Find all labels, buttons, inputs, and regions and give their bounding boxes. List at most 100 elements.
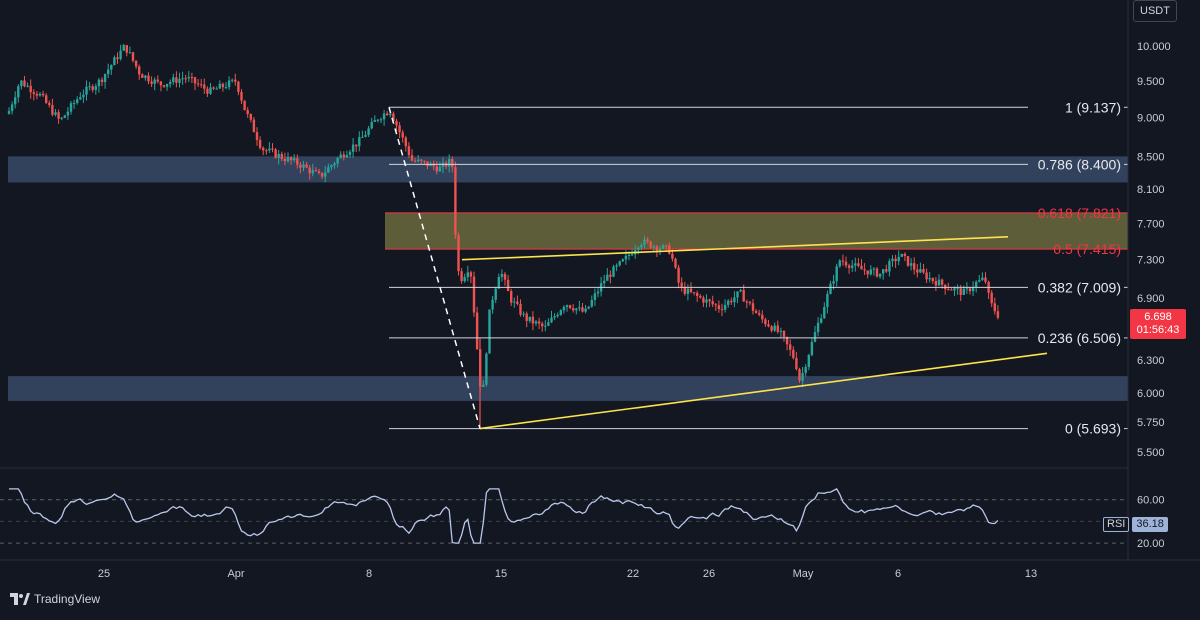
y-tick-label: 9.500 <box>1137 76 1165 88</box>
candle-body <box>227 80 231 88</box>
candle-body <box>351 144 355 152</box>
candle-body <box>150 81 153 84</box>
candle-body <box>178 78 181 83</box>
candle-body <box>996 311 1000 318</box>
candle-body <box>869 269 872 275</box>
candle-body <box>134 60 138 67</box>
candle-body <box>534 321 538 324</box>
candle-body <box>88 86 91 88</box>
x-tick-label: 22 <box>627 568 639 580</box>
candle-body <box>475 312 479 350</box>
candle-body <box>355 144 358 147</box>
candle-body <box>20 80 23 87</box>
candle-body <box>206 88 209 94</box>
candle-body <box>637 247 640 251</box>
candle-body <box>485 353 488 385</box>
candle-body <box>122 45 125 51</box>
candle-body <box>48 102 51 106</box>
candle-body <box>258 139 262 148</box>
candle-body <box>72 102 76 104</box>
candle-body <box>63 115 66 118</box>
candle-body <box>215 88 218 90</box>
candle-body <box>829 283 832 294</box>
tradingview-brand[interactable]: TradingView <box>10 592 100 606</box>
candle-body <box>838 260 841 267</box>
candle-body <box>547 322 550 326</box>
candle-body <box>816 322 820 333</box>
candle-body <box>60 117 63 119</box>
candle-body <box>751 303 755 311</box>
candle-body <box>575 308 578 311</box>
candle-body <box>35 93 39 96</box>
candle-body <box>187 77 190 79</box>
candle-body <box>990 292 993 304</box>
candle-body <box>184 78 187 80</box>
candle-body <box>810 341 814 355</box>
candle-body <box>513 301 516 303</box>
candle-body <box>643 239 646 245</box>
candle-body <box>931 278 934 282</box>
candle-body <box>153 79 156 84</box>
candle-body <box>572 308 575 311</box>
candle-body <box>937 279 941 286</box>
upper-wedge-line <box>461 236 1009 261</box>
candle-body <box>66 111 70 116</box>
candle-body <box>116 57 119 60</box>
currency-selector[interactable]: USDT <box>1133 0 1177 22</box>
candle-body <box>317 171 321 173</box>
candle-body <box>268 148 271 151</box>
candle-body <box>32 92 35 94</box>
candle-body <box>950 289 953 291</box>
candle-body <box>658 248 662 251</box>
candle-body <box>748 301 752 304</box>
candle-body <box>537 321 541 324</box>
candle-body <box>305 164 308 168</box>
candle-body <box>913 263 916 270</box>
fib-level-label: 0.236 (6.506) <box>1038 330 1121 346</box>
candle-body <box>795 357 798 370</box>
candle-body <box>280 153 283 159</box>
candle-body <box>144 75 147 78</box>
candle-body <box>221 83 225 88</box>
candle-body <box>299 164 302 168</box>
y-tick-label: 8.500 <box>1137 151 1165 163</box>
candle-body <box>959 288 962 295</box>
candle-body <box>596 291 600 294</box>
candle-body <box>85 86 88 95</box>
candle-body <box>773 325 776 331</box>
candle-body <box>293 158 296 161</box>
candle-body <box>358 137 361 147</box>
y-tick-label: 8.100 <box>1137 184 1165 196</box>
candle-body <box>165 83 169 87</box>
candle-body <box>627 255 631 257</box>
candle-body <box>553 316 556 318</box>
candle-body <box>674 258 677 268</box>
candle-body <box>14 97 17 105</box>
candle-body <box>451 158 454 168</box>
candle-body <box>581 307 584 312</box>
candle-body <box>57 112 60 119</box>
candle-body <box>668 245 671 254</box>
candle-body <box>296 158 299 165</box>
candle-body <box>26 85 29 87</box>
candle-body <box>181 78 184 80</box>
candle-body <box>234 79 237 82</box>
candle-body <box>940 279 944 285</box>
candle-body <box>714 304 717 306</box>
candle-body <box>947 289 950 291</box>
candle-body <box>683 286 686 294</box>
candle-body <box>249 114 252 120</box>
candle-body <box>702 297 705 303</box>
candle-body <box>720 309 724 311</box>
candle-body <box>872 268 876 270</box>
candle-body <box>900 253 903 257</box>
candle-body <box>692 292 696 294</box>
candle-body <box>506 279 510 292</box>
x-tick-label: May <box>793 568 814 580</box>
candle-body <box>993 303 996 312</box>
candle-body <box>792 349 795 358</box>
candle-body <box>401 132 404 138</box>
candle-body <box>413 160 417 162</box>
